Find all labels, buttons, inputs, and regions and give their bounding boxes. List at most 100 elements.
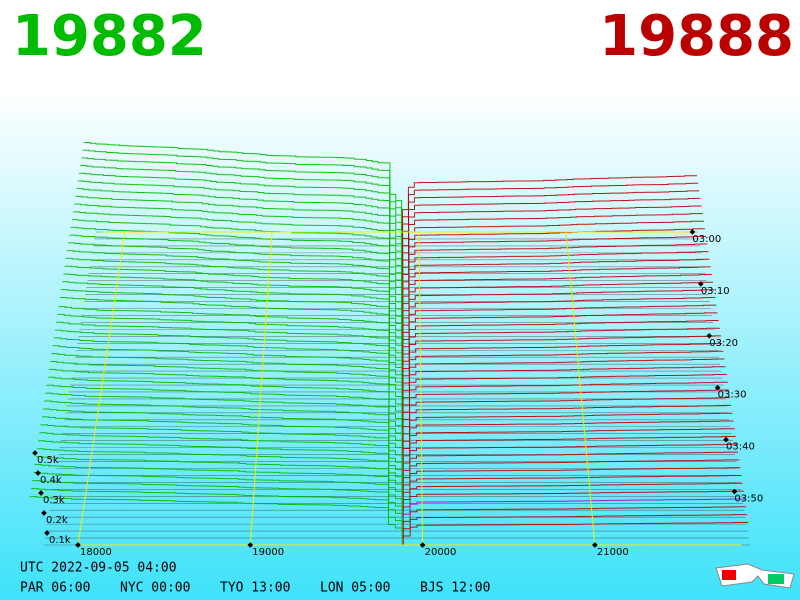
time-tick (723, 436, 729, 443)
ask-depth-line (402, 459, 740, 490)
ask-depth-line (402, 335, 722, 379)
ask-depth-line (402, 373, 727, 413)
bid-depth-line (39, 432, 403, 490)
ask-depth-line (402, 358, 725, 399)
time-tick-label: 03:00 (692, 234, 721, 245)
ask-depth-line (402, 498, 745, 525)
bid-depth-line (78, 172, 403, 260)
time-tick (697, 281, 704, 287)
x-tick (247, 542, 254, 548)
ask-depth-line (402, 412, 733, 448)
bid-depth-line (38, 440, 403, 497)
bid-depth-line (75, 195, 403, 281)
ask-depth-line (402, 266, 711, 316)
bid-depth-line (53, 337, 403, 406)
plot: 18000 19000 20000 21000 0.1k 0.2k 0.3k 0.4k 0.5k… (29, 142, 763, 558)
bid-price: 19882 (12, 4, 207, 69)
time-tick-label: 03:50 (734, 494, 763, 505)
time-tick (706, 332, 713, 339)
bid-depth-line (41, 416, 403, 476)
ask-depth-line (402, 175, 698, 232)
bid-depth-line (52, 345, 403, 413)
ask-depth-line (402, 320, 719, 365)
depth-tick-label: 0.5k (37, 455, 59, 466)
bid-depth-line (64, 265, 403, 344)
ask-depth-line (402, 251, 709, 302)
time-tick (731, 488, 738, 495)
glasses-icon[interactable] (715, 563, 795, 589)
depth-tick (44, 530, 50, 536)
x-tick-label: 19000 (252, 547, 284, 558)
city-clock: LON 05:00 (320, 581, 390, 596)
ask-depth-line (402, 312, 718, 358)
x-tick-label: 20000 (425, 547, 457, 558)
bid-depth-line (32, 480, 403, 532)
ask-depth-line (402, 289, 715, 337)
depth-tick-label: 0.2k (46, 515, 68, 526)
bid-depth-line (70, 226, 403, 309)
bid-depth-line (51, 353, 403, 420)
ask-depth-line (402, 521, 749, 545)
city-clock: PAR 06:00 (20, 581, 90, 596)
bid-depth-line (56, 321, 403, 392)
bid-depth-line (77, 180, 403, 267)
bid-depth-line (71, 219, 403, 302)
bid-depth-line (48, 368, 403, 434)
depth-tick-label: 0.3k (43, 495, 65, 506)
bid-depth-line (76, 188, 403, 274)
time-tick-label: 03:10 (701, 286, 730, 297)
ask-depth-line (402, 281, 714, 330)
bid-depth-line (36, 448, 403, 504)
ask-depth-line (402, 190, 700, 246)
bid-depth-line (54, 329, 403, 399)
x-grid-line (565, 231, 596, 546)
ask-depth-line (402, 228, 706, 281)
ask-depth-line (402, 474, 742, 504)
ask-price: 19888 (599, 4, 794, 69)
depth-tick-label: 0.4k (40, 475, 62, 486)
ask-depth-line (402, 506, 747, 532)
ask-depth-line (402, 404, 732, 441)
ask-depth-line (402, 243, 708, 295)
x-tick (75, 542, 81, 548)
ask-depth-line (402, 428, 735, 462)
time-tick (689, 229, 696, 235)
ask-depth-line (402, 443, 737, 476)
x-tick (419, 542, 426, 548)
clocks: PAR 06:00 NYC 00:00 TYO 13:00 LON 05:00 BJS … (20, 581, 490, 596)
time-tick-label: 03:40 (726, 442, 755, 453)
ask-depth-line (402, 381, 728, 420)
ask-depth-line (402, 343, 723, 386)
bid-depth-line (74, 203, 403, 288)
green-lens (768, 574, 784, 584)
bid-depth-line (57, 313, 403, 386)
ask-depth-line (402, 420, 734, 455)
ask-depth-line (402, 514, 748, 539)
bid-depth-line (35, 456, 403, 511)
bid-depth-line (33, 472, 403, 525)
red-lens (722, 570, 736, 580)
bid-depth-line (59, 296, 403, 372)
x-tick-label: 21000 (597, 547, 629, 558)
ask-depth-line (402, 490, 744, 518)
bid-depth-line (42, 408, 403, 469)
bid-depth-line (45, 392, 403, 455)
bid-depth-line (81, 157, 403, 246)
ask-depth-line (402, 327, 720, 372)
ask-depth-line (402, 389, 729, 427)
ask-depth-line (402, 258, 710, 309)
x-grid-line (249, 231, 273, 546)
city-clock: NYC 00:00 (120, 581, 190, 596)
bid-depth-line (62, 281, 403, 358)
ask-depth-line (402, 182, 699, 239)
ask-depth-line (402, 350, 724, 392)
bid-depth-line (80, 165, 403, 253)
ask-depth-line (402, 205, 702, 260)
bid-depth-line (60, 289, 403, 365)
ask-depth-line (402, 297, 716, 344)
ask-depth-line (402, 220, 704, 274)
bid-depth-line (44, 400, 403, 462)
depth-tick-label: 0.1k (49, 535, 71, 546)
bid-depth-line (30, 488, 403, 539)
